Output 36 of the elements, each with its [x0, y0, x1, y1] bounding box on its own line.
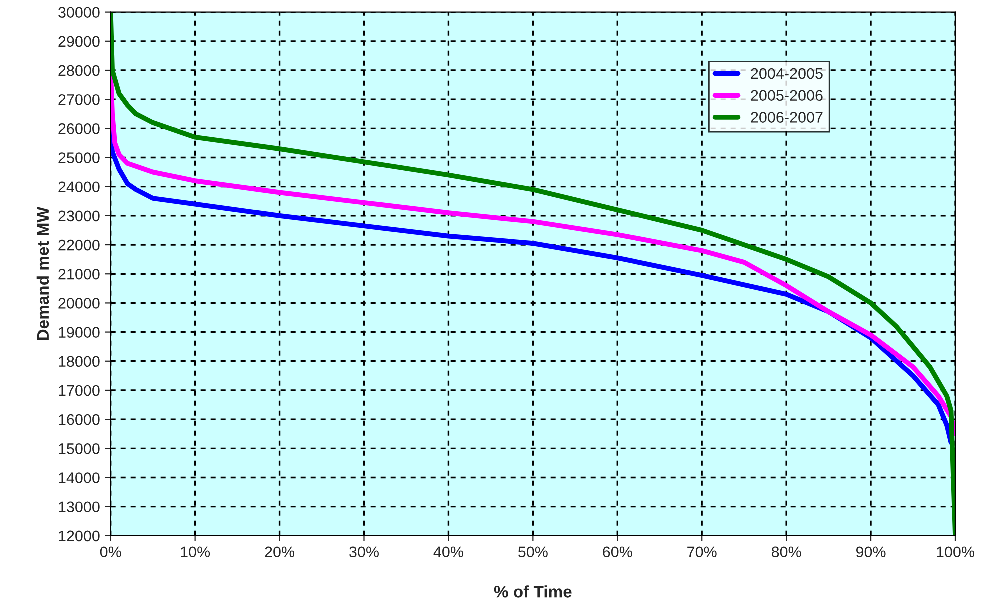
x-tick-label: 10% — [181, 546, 210, 558]
y-tick-label: 14000 — [59, 472, 100, 484]
y-tick-label: 12000 — [59, 530, 100, 542]
y-tick-label: 18000 — [59, 356, 100, 368]
x-tick-label: 20% — [265, 546, 295, 558]
y-tick-label: 17000 — [59, 385, 100, 396]
x-tick-label: 40% — [434, 546, 464, 558]
legend-label: 2006-2007 — [751, 112, 823, 123]
x-tick-label: 90% — [856, 546, 886, 558]
x-axis-title: % of Time — [494, 586, 572, 598]
y-tick-label: 26000 — [58, 124, 100, 134]
y-tick-label: 30000 — [58, 7, 100, 18]
y-tick-label: 13000 — [59, 502, 100, 513]
x-tick-label: 70% — [688, 546, 717, 558]
y-tick-label: 19000 — [59, 327, 100, 338]
legend-label: 2004-2005 — [751, 68, 823, 80]
y-tick-label: 16000 — [59, 414, 100, 426]
x-tick-label: 0% — [100, 546, 122, 558]
y-tick-label: 15000 — [59, 444, 100, 454]
y-tick-label: 24000 — [58, 182, 100, 193]
y-tick-label: 22000 — [58, 240, 100, 251]
legend-label: 2005-2006 — [751, 90, 823, 102]
x-tick-label: 50% — [518, 546, 548, 558]
x-tick-label: 80% — [772, 546, 802, 558]
x-tick-label: 100% — [937, 546, 974, 558]
y-tick-label: 29000 — [58, 36, 100, 48]
y-axis-title: Demand met MW — [36, 207, 50, 340]
y-tick-label: 23000 — [58, 210, 100, 222]
y-tick-label: 28000 — [58, 65, 100, 76]
x-tick-label: 30% — [350, 546, 379, 558]
line-series — [110, 12, 956, 536]
y-tick-label: 21000 — [58, 268, 100, 280]
y-tick-label: 25000 — [58, 152, 100, 164]
y-tick-label: 27000 — [58, 94, 100, 106]
y-tick-label: 20000 — [58, 298, 100, 309]
x-tick-label: 60% — [603, 546, 632, 558]
